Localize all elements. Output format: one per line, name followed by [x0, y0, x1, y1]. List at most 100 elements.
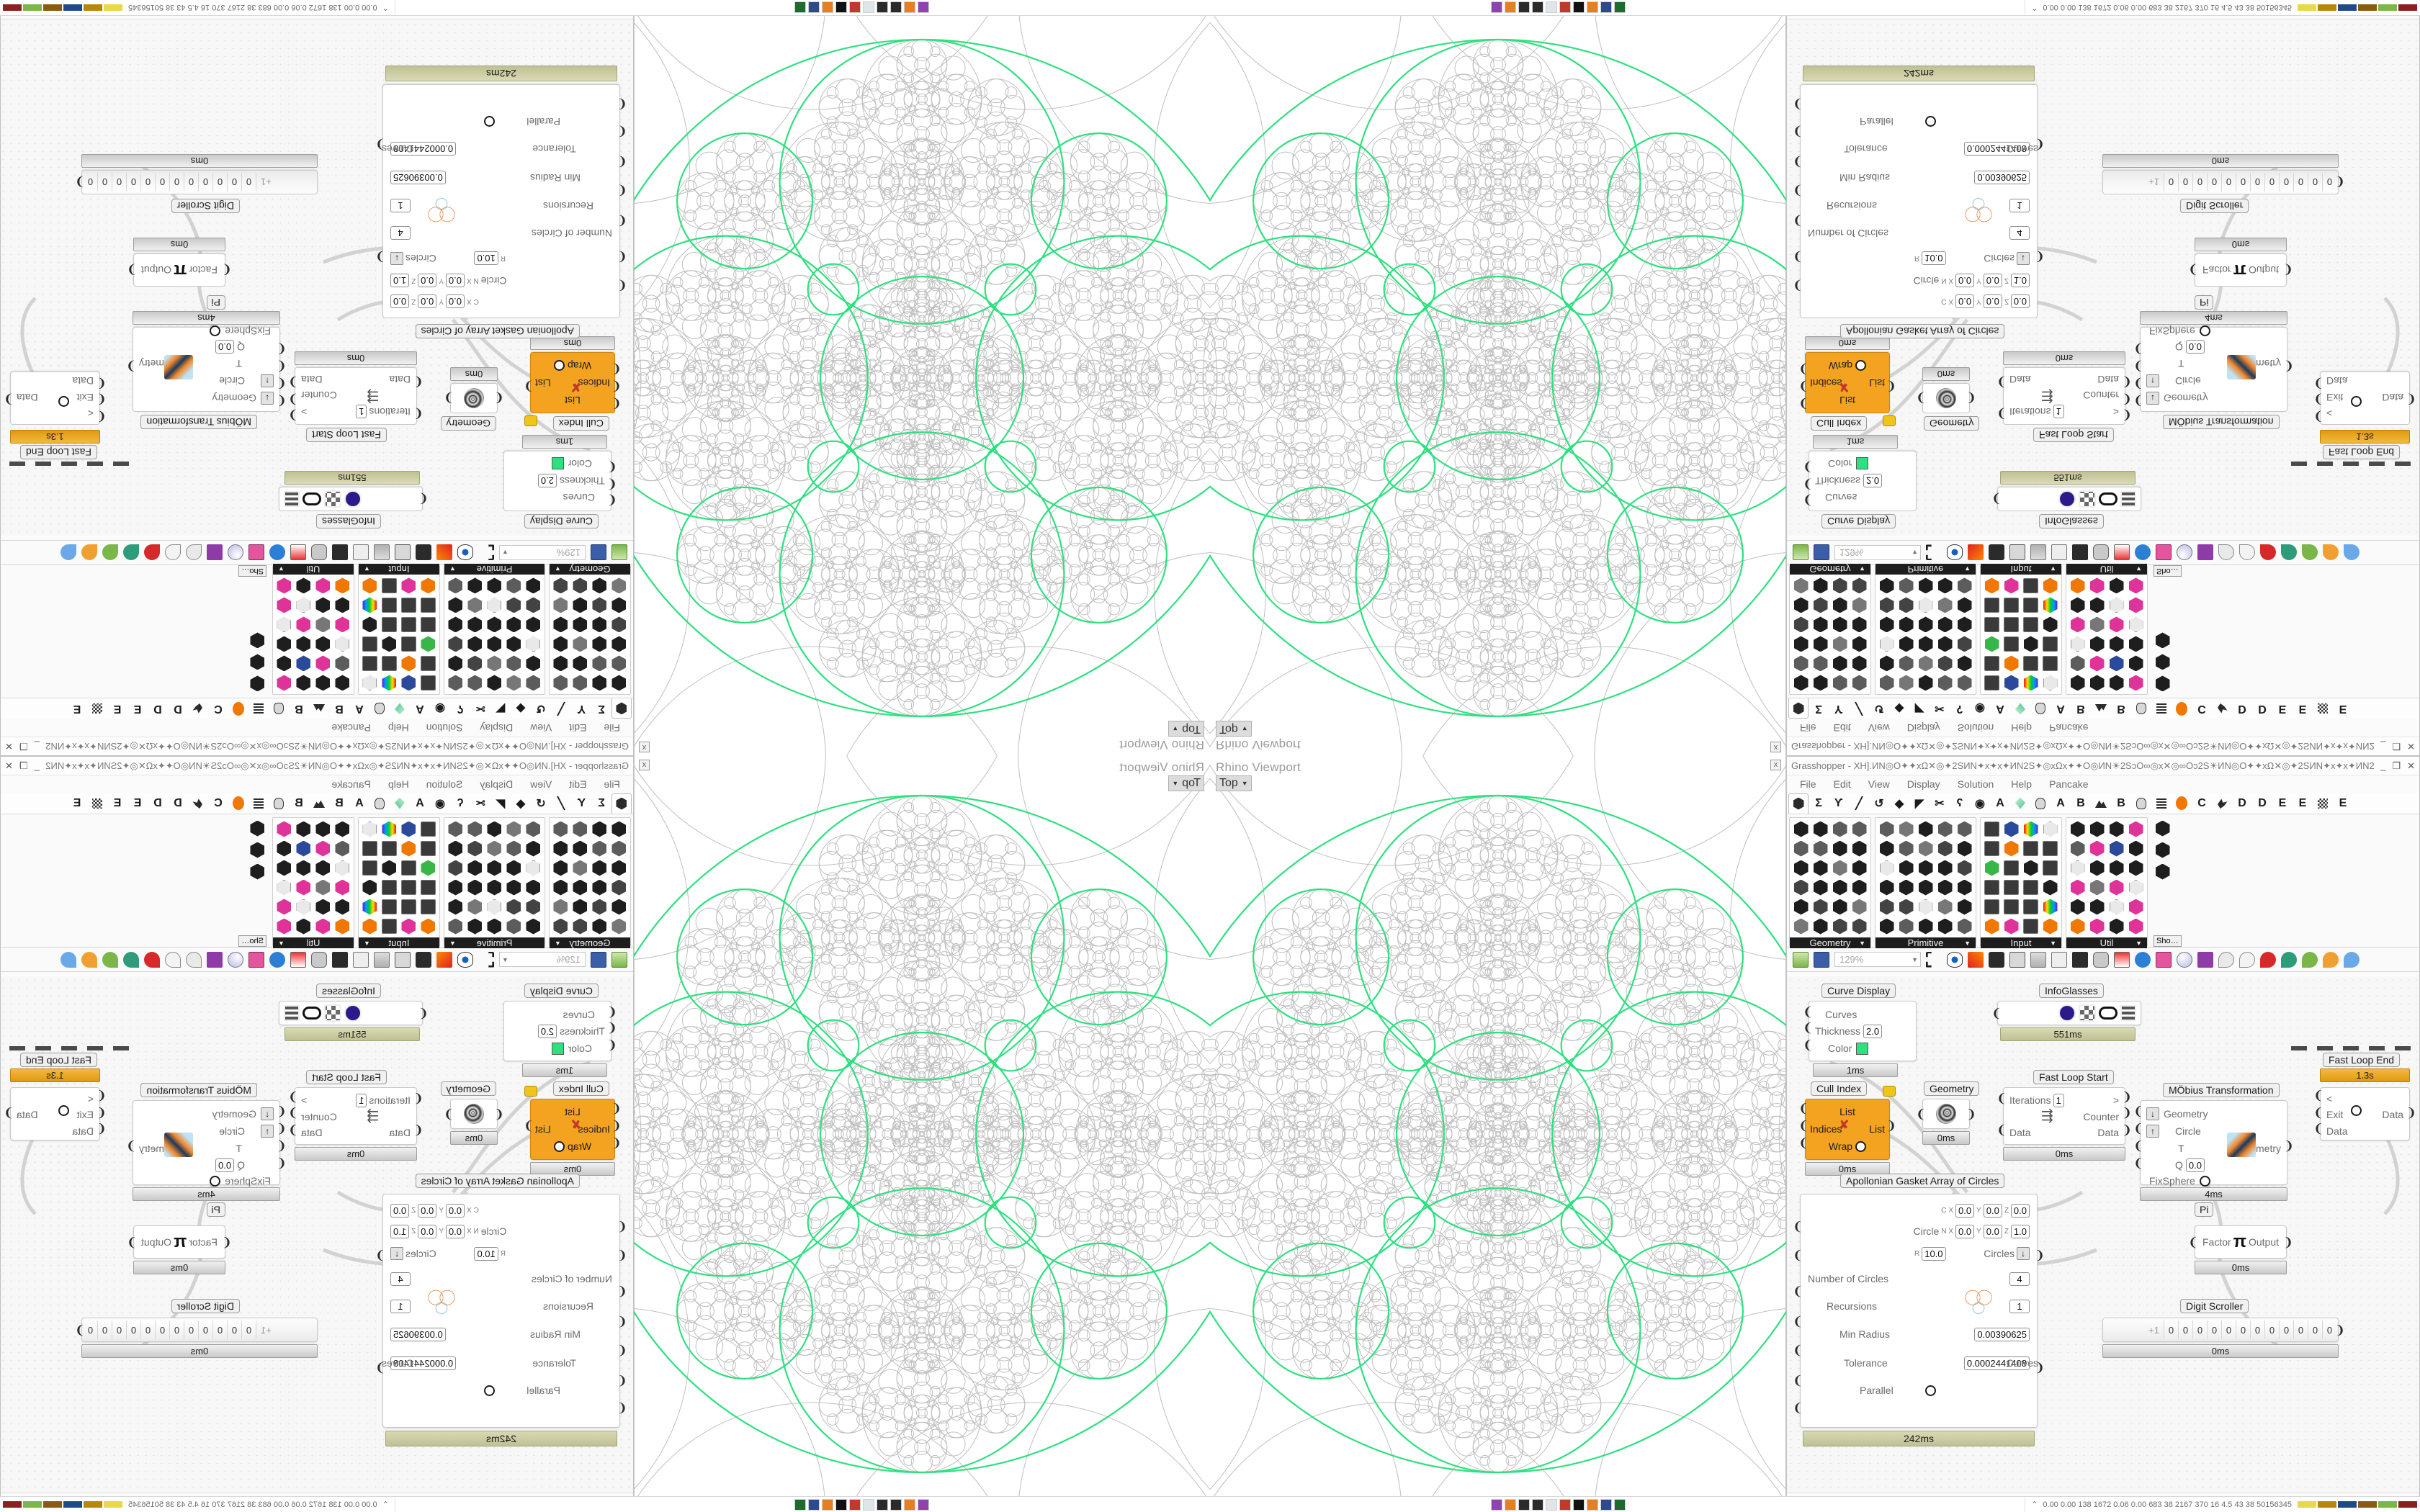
- palette-group-primitive[interactable]: Primitive ▼: [444, 564, 545, 695]
- palette-icons[interactable]: [1878, 820, 1973, 935]
- component-icon[interactable]: [1917, 840, 1935, 858]
- stack-icon[interactable]: [2120, 491, 2136, 507]
- preview-eye-icon[interactable]: [457, 951, 473, 968]
- component-icon[interactable]: [2002, 917, 2020, 935]
- app-green-icon[interactable]: [1491, 1, 1502, 14]
- component-icon[interactable]: [447, 596, 465, 614]
- close-button[interactable]: ✕: [5, 741, 13, 752]
- component-icon[interactable]: [400, 635, 418, 653]
- input-port[interactable]: ❨: [413, 407, 424, 420]
- addon-leaf-tab[interactable]: [2010, 793, 2030, 814]
- menu-item-display[interactable]: Display: [480, 778, 514, 790]
- addon-d-tab[interactable]: D: [2238, 796, 2246, 809]
- param-t[interactable]: T Geometry: [139, 1140, 274, 1157]
- component-icon[interactable]: [1897, 577, 1915, 595]
- component-icon[interactable]: [447, 577, 465, 595]
- tray-block[interactable]: [2378, 1501, 2397, 1508]
- taskbar-app-icons[interactable]: [794, 1498, 929, 1511]
- param-data-row[interactable]: Data Data: [301, 1125, 411, 1140]
- addon-dots-tab[interactable]: [2313, 699, 2333, 719]
- param-thickness[interactable]: Thickness 2.0: [510, 1022, 605, 1040]
- param-iterations[interactable]: Iterations 1 >: [2009, 403, 2119, 420]
- mesh-tab[interactable]: ◤: [496, 702, 506, 715]
- component-icon[interactable]: [1831, 577, 1849, 595]
- display-tab[interactable]: ◉: [1975, 702, 1985, 715]
- component-icon[interactable]: [610, 674, 628, 692]
- component-icon[interactable]: [485, 859, 503, 877]
- component-icon[interactable]: [552, 878, 570, 896]
- input-port[interactable]: ❨: [1991, 492, 2002, 505]
- menu-item-view[interactable]: View: [530, 722, 552, 734]
- menu-item-view[interactable]: View: [530, 778, 552, 790]
- component-icon[interactable]: [295, 917, 313, 935]
- viewport-view-dropdown[interactable]: Top ▼: [1216, 721, 1252, 737]
- param-indices[interactable]: Indices List: [1810, 1120, 1885, 1138]
- param-data[interactable]: Data: [17, 373, 94, 389]
- param-data-row[interactable]: Data Data: [2009, 1125, 2119, 1140]
- param-curves[interactable]: Curves: [510, 490, 605, 505]
- normal-z[interactable]: 1.0: [390, 274, 410, 288]
- drop-blue-icon[interactable]: [2344, 951, 2360, 968]
- addon-a-tab[interactable]: A: [416, 796, 424, 809]
- component-icon[interactable]: [524, 616, 542, 634]
- viewport-close-button[interactable]: x: [639, 742, 650, 752]
- param-curves[interactable]: Curves: [510, 1007, 605, 1022]
- display-tab[interactable]: ◉: [435, 702, 445, 715]
- component-icon[interactable]: [610, 820, 628, 838]
- component-icon[interactable]: [591, 635, 609, 653]
- drop-orange-icon[interactable]: [81, 544, 97, 561]
- output-port[interactable]: ❩: [524, 379, 534, 393]
- surface-tab[interactable]: ◆: [516, 702, 526, 715]
- component-palette[interactable]: Geometry ▼ Primitive ▼ Input ▼ Util ▼ Sho…: [1, 564, 633, 698]
- component-icon[interactable]: [524, 577, 542, 595]
- input-port[interactable]: ❨: [276, 359, 287, 373]
- chevron-down-icon[interactable]: ▼: [2050, 939, 2056, 947]
- component-icon[interactable]: [571, 577, 589, 595]
- output-port[interactable]: ❩: [127, 1236, 138, 1249]
- component-icon[interactable]: [1850, 635, 1868, 653]
- component-icon[interactable]: [2069, 577, 2087, 595]
- node-body[interactable]: C X 0.0 Y 0.0 Z 0.0 Circle N X 0.0 Y 0.0: [1793, 1194, 2045, 1428]
- param-circle-normal[interactable]: Circle N X 0.0 Y 0.0 Z 1.0: [1808, 270, 2030, 292]
- vector-tab[interactable]: ╱: [557, 702, 565, 715]
- palette-tab-geometry[interactable]: Geometry ▼: [550, 937, 630, 948]
- input-port[interactable]: ❨: [617, 250, 627, 264]
- output-port[interactable]: ❩: [2121, 392, 2132, 406]
- param-tolerance[interactable]: Tolerance 0.0002441408 Curves: [382, 1349, 612, 1377]
- param-counter-row[interactable]: Counter: [2009, 387, 2119, 403]
- param-fixsphere[interactable]: FixSphere: [139, 1173, 274, 1189]
- param-geometry-in[interactable]: ↓ Geometry: [2146, 1105, 2281, 1122]
- input-port[interactable]: ❨: [2313, 1122, 2324, 1135]
- component-icon[interactable]: [2069, 859, 2087, 877]
- component-icon[interactable]: [400, 577, 418, 595]
- component-icon[interactable]: [1936, 616, 1954, 634]
- input-port[interactable]: ❨: [96, 1089, 107, 1102]
- node-pi[interactable]: Pi Factor π Output ❨ ❩ 0ms: [127, 238, 232, 310]
- component-icon[interactable]: [275, 917, 293, 935]
- node-curve-display[interactable]: Curve Display Curves Thickness 2.0 Color…: [1803, 435, 1917, 528]
- script-a-icon[interactable]: [353, 951, 369, 968]
- param-thickness[interactable]: Thickness 2.0: [1815, 1022, 1910, 1040]
- node-apollonian-gasket[interactable]: Apollonian Gasket Array of Circles C X 0…: [1793, 1174, 2045, 1446]
- component-icon[interactable]: [2002, 616, 2020, 634]
- app-green-icon[interactable]: [918, 1, 929, 14]
- input-port[interactable]: ❨: [1991, 1007, 2002, 1020]
- input-port[interactable]: ❨: [617, 1344, 627, 1357]
- input-port[interactable]: ❨: [617, 1248, 627, 1262]
- app-red-icon[interactable]: [863, 1, 874, 14]
- addon-b-tab[interactable]: B: [335, 703, 344, 716]
- input-port[interactable]: ❨: [1793, 279, 1803, 292]
- palette-tab-util[interactable]: Util ▼: [2066, 937, 2147, 948]
- input-port[interactable]: ❨: [1793, 1401, 1803, 1415]
- app-red-icon[interactable]: [1546, 1, 1557, 14]
- component-icon[interactable]: [1983, 820, 2001, 838]
- app-maze-icon[interactable]: [1573, 1498, 1585, 1511]
- component-icon[interactable]: [610, 654, 628, 672]
- input-port[interactable]: ❨: [413, 1092, 424, 1105]
- digit-scroller-sign[interactable]: +1: [2148, 176, 2159, 188]
- component-icon[interactable]: [1936, 840, 1954, 858]
- component-icon[interactable]: [1878, 917, 1896, 935]
- node-body[interactable]: ❨: [1991, 1001, 2141, 1025]
- chevron-down-icon[interactable]: ▼: [449, 565, 456, 573]
- close-button[interactable]: ✕: [2407, 760, 2415, 771]
